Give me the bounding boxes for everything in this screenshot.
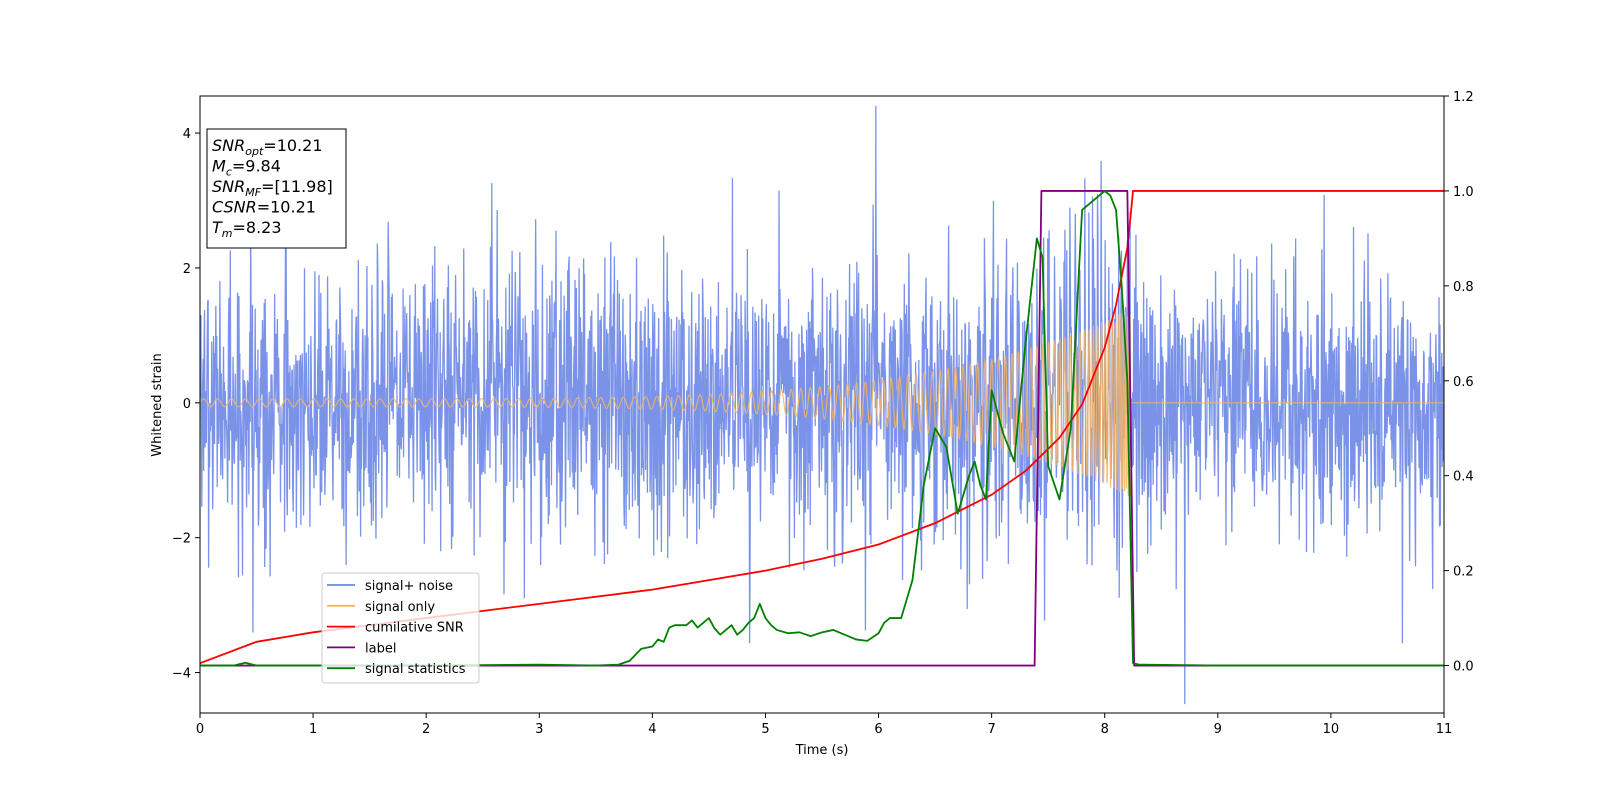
x-tick-label: 3	[535, 722, 543, 737]
x-tick-label: 6	[874, 722, 882, 737]
x-tick-label: 11	[1436, 722, 1453, 737]
series-signal-statistics-line	[200, 190, 1444, 667]
x-tick-label: 0	[196, 722, 204, 737]
annotation-line: SNRMF=[11.98]	[212, 177, 333, 199]
annotation-line: CSNR=10.21	[212, 198, 316, 217]
x-tick-label: 2	[422, 722, 430, 737]
x-tick-label: 7	[987, 722, 995, 737]
y-tick-label: −2	[172, 532, 191, 547]
series-signal-only-line	[200, 311, 1444, 497]
legend-label: signal statistics	[365, 662, 466, 677]
y-axis-label: Whitened strain	[150, 353, 165, 456]
legend-label: cumilative SNR	[365, 621, 464, 636]
x-tick-label: 10	[1323, 722, 1340, 737]
y-axis-left: −4 −2 0 2 4	[172, 127, 200, 682]
x-axis-label: Time (s)	[795, 743, 849, 758]
x-tick-label: 1	[309, 722, 317, 737]
legend-label: signal only	[365, 600, 435, 615]
x-tick-label: 4	[648, 722, 656, 737]
x-axis: 0 1 2 3 4 5 6 7 8 9 10 11	[196, 713, 1452, 737]
y-tick-label: 0	[183, 397, 191, 412]
x-tick-label: 8	[1101, 722, 1109, 737]
x-tick-label: 9	[1214, 722, 1222, 737]
x-tick-label: 5	[761, 722, 769, 737]
y-tick-label: 2	[183, 262, 191, 277]
legend: signal+ noise signal only cumilative SNR la…	[321, 572, 480, 684]
annotation-box: SNRopt=10.21Mc=9.84SNRMF=[11.98]CSNR=10.…	[206, 128, 347, 249]
series-signal-noise-line	[200, 105, 1444, 705]
y2-tick-label: 0.8	[1453, 280, 1474, 295]
legend-frame	[321, 572, 480, 684]
annotation-line: SNRopt=10.21	[212, 136, 323, 158]
annotation-line: Tm=8.23	[212, 218, 282, 240]
y2-tick-label: 1.0	[1453, 185, 1474, 200]
y2-tick-label: 0.4	[1453, 470, 1474, 485]
y-tick-label: −4	[172, 667, 191, 682]
annotation-frame	[206, 128, 347, 249]
y2-tick-label: 0.6	[1453, 375, 1474, 390]
y-tick-label: 4	[183, 127, 191, 142]
y2-tick-label: 1.2	[1453, 90, 1474, 105]
legend-label: signal+ noise	[365, 579, 453, 594]
annotation-line: Mc=9.84	[212, 157, 281, 179]
legend-label: label	[365, 641, 396, 656]
y-axis-right: 0.0 0.2 0.4 0.6 0.8 1.0 1.2	[1444, 90, 1474, 675]
y2-tick-label: 0.2	[1453, 565, 1474, 580]
plot-frame	[199, 95, 1445, 714]
y2-tick-label: 0.0	[1453, 660, 1474, 675]
